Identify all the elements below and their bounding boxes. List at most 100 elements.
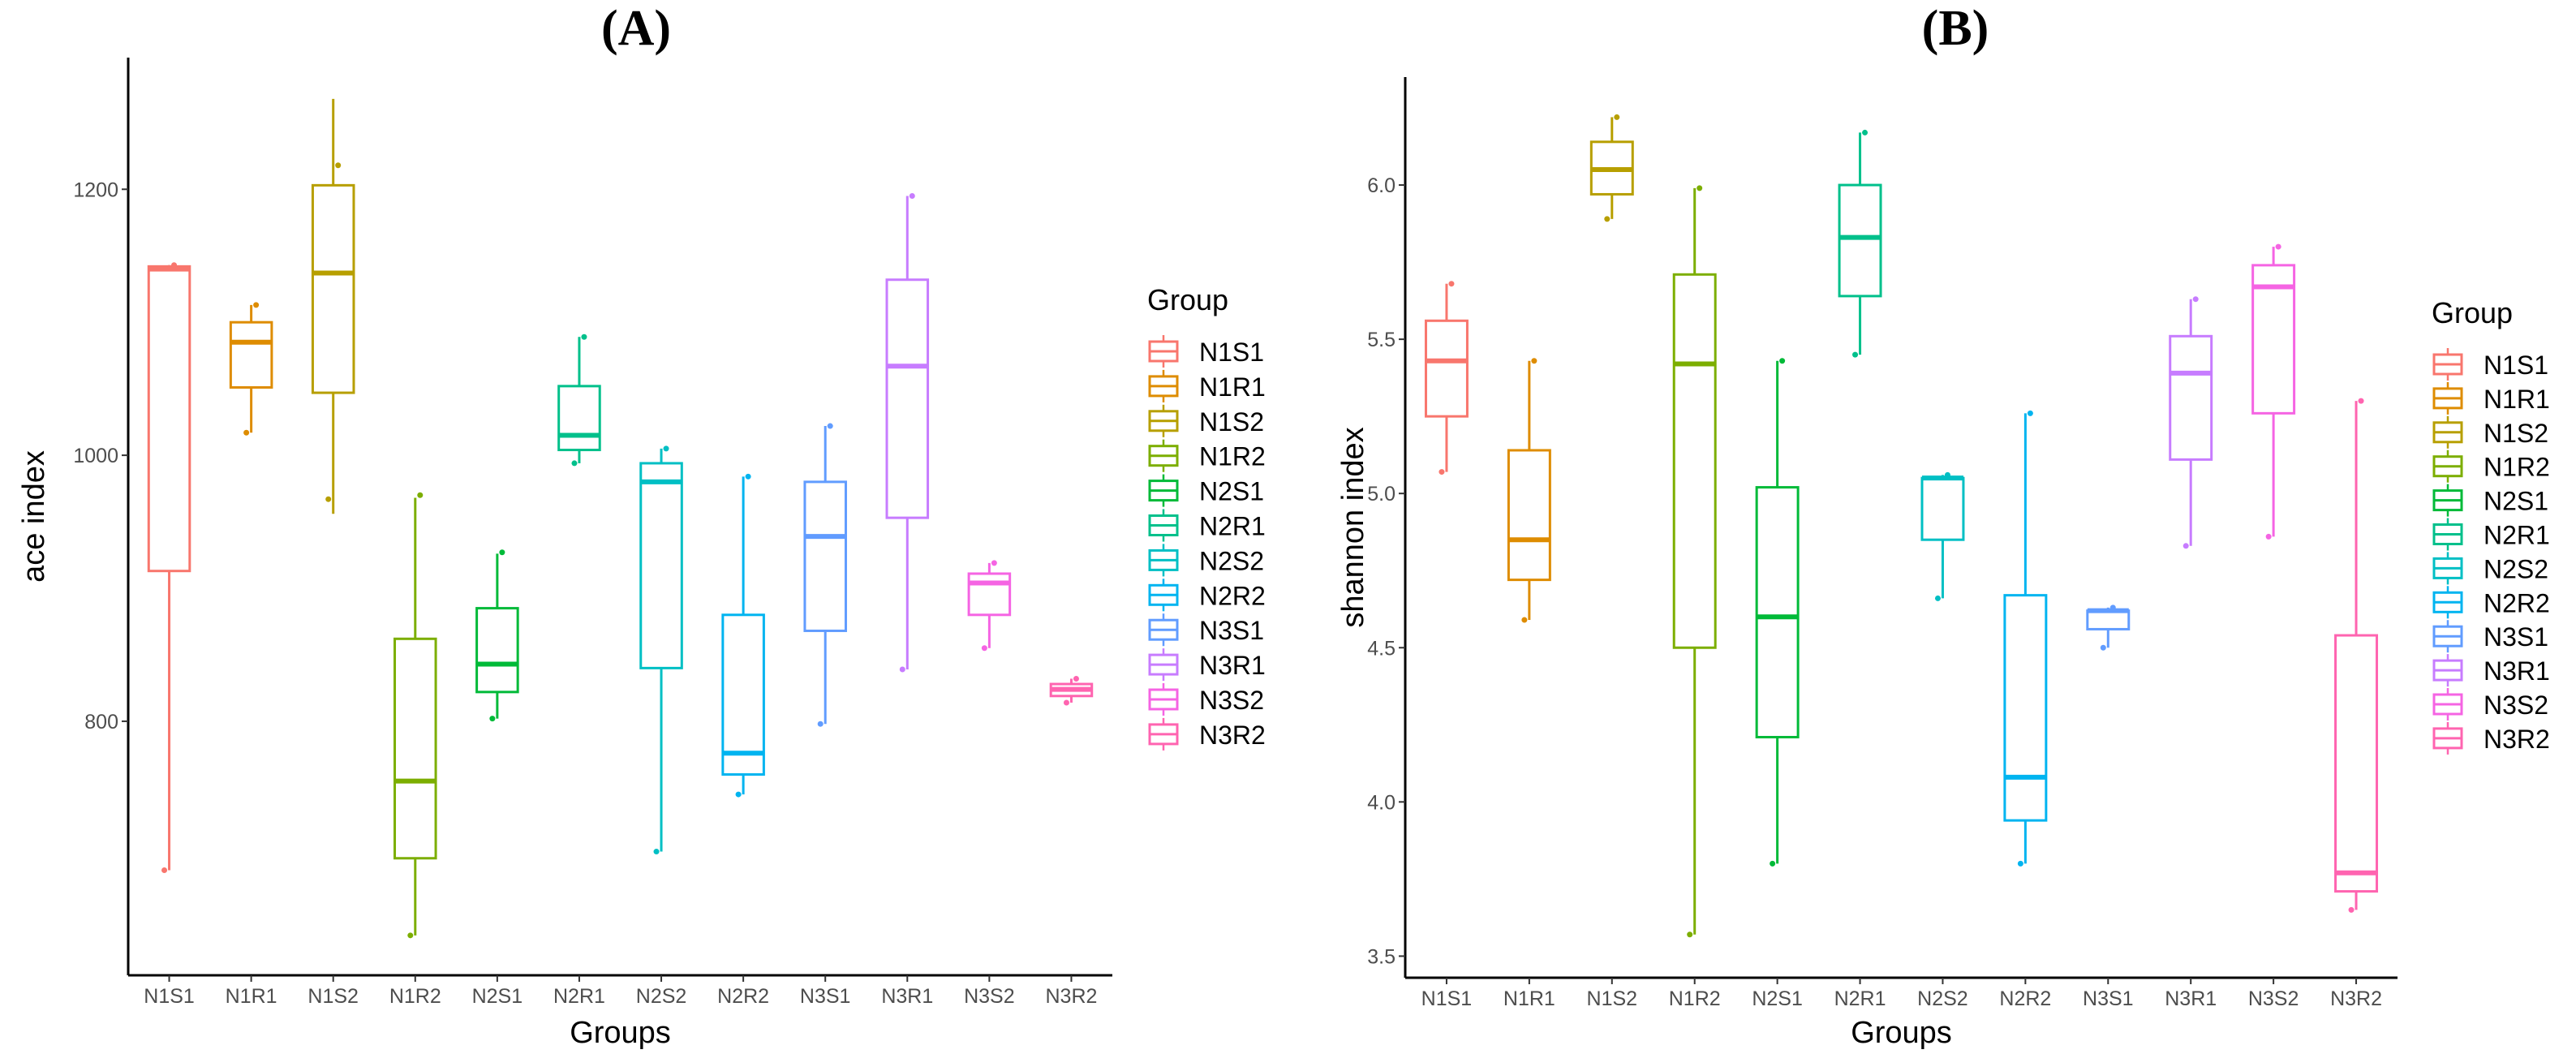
- legend-label: N2S2: [1199, 546, 1264, 575]
- box-n1r1: [1507, 358, 1551, 623]
- box-iqr: [1424, 319, 1469, 418]
- data-point: [161, 867, 168, 874]
- x-tick-label: N1R2: [389, 985, 441, 1008]
- x-tick-label: N3R2: [1045, 985, 1097, 1008]
- panel-b-shannon-boxplot: (B) 3.5 4.0 4.5 5.0 5.5 6.0 N1S1 N1R1 N1S2 N1R2 N2S…: [1336, 1, 2550, 1050]
- legend-title: Group: [2432, 296, 2513, 329]
- legend-item: N2R2: [1148, 579, 1266, 612]
- data-point: [2192, 296, 2199, 303]
- legend-label: N2S2: [2484, 554, 2548, 583]
- data-point: [1687, 931, 1693, 938]
- legend-item: N1R1: [1148, 369, 1266, 402]
- box-iqr: [1755, 486, 1800, 738]
- data-point: [2027, 410, 2033, 416]
- legend-label: N3R2: [2484, 725, 2550, 754]
- data-point: [1521, 617, 1528, 623]
- box-iqr: [721, 613, 765, 776]
- legend-label: N3R1: [2484, 656, 2550, 686]
- legend: Group N1S1 N1R1 N1S2 N1R2 N2S1 N2R1 N2S2 N2R2 N3S…: [2432, 296, 2550, 755]
- legend-label: N1S1: [1199, 338, 1264, 367]
- legend-item: N2S2: [2432, 552, 2548, 585]
- box-iqr: [475, 607, 519, 694]
- legend-item: N1S2: [1148, 404, 1264, 437]
- x-tick-label: N3S2: [964, 985, 1015, 1008]
- legend-item: N1S1: [2432, 348, 2548, 381]
- box-n1s1: [147, 262, 191, 874]
- box-iqr: [557, 385, 601, 452]
- data-point: [817, 721, 824, 727]
- box-n2r2: [721, 473, 765, 798]
- legend-label: N3S1: [2484, 622, 2548, 652]
- legend-label: N3S2: [2484, 690, 2548, 720]
- x-tick-label: N1R1: [226, 985, 277, 1008]
- y-axis-title: shannon index: [1336, 427, 1370, 627]
- data-point: [745, 473, 751, 480]
- legend-label: N2S1: [1199, 477, 1264, 506]
- legend-label: N1R1: [2484, 385, 2550, 414]
- data-point: [1439, 469, 1445, 475]
- data-point: [571, 460, 578, 467]
- data-point: [2017, 860, 2023, 867]
- box-n1r2: [393, 492, 437, 939]
- legend-label: N1S1: [2484, 351, 2548, 380]
- data-point: [1531, 358, 1537, 364]
- data-point: [407, 932, 414, 939]
- y-tick-label: 6.0: [1367, 174, 1396, 197]
- data-point: [1063, 699, 1069, 706]
- box-iqr: [2169, 334, 2213, 461]
- x-tick-label: N1R1: [1503, 987, 1555, 1010]
- y-axis-title: ace index: [17, 450, 51, 583]
- legend-label: N2R2: [1199, 581, 1266, 610]
- x-tick-label: N1S1: [1421, 987, 1473, 1010]
- box-n2s2: [639, 445, 683, 855]
- box-n3r1: [885, 192, 930, 673]
- x-tick-label: N3S1: [2083, 987, 2134, 1010]
- box-n3r2: [1049, 675, 1094, 706]
- box-iqr: [1672, 273, 1717, 649]
- x-tick-label: N2S2: [1917, 987, 1968, 1010]
- data-point: [1852, 351, 1859, 358]
- y-tick-label: 800: [84, 711, 118, 733]
- box-iqr: [229, 321, 273, 389]
- x-tick-label: N2S2: [636, 985, 687, 1008]
- x-tick-label: N3R1: [881, 985, 933, 1008]
- legend-item: N2R1: [2432, 518, 2550, 551]
- data-point: [253, 302, 260, 308]
- y-tick-label: 4.0: [1367, 791, 1396, 814]
- legend-item: N1R2: [1148, 439, 1266, 472]
- x-axis-title: Groups: [1851, 1016, 1952, 1050]
- box-iqr: [1838, 183, 1882, 298]
- data-point: [663, 445, 669, 452]
- x-tick-label: N1R2: [1669, 987, 1721, 1010]
- data-point: [243, 429, 250, 436]
- y-tick-label: 5.5: [1367, 329, 1396, 351]
- y-tick-label: 3.5: [1367, 945, 1396, 968]
- data-point: [581, 333, 587, 340]
- data-point: [2275, 243, 2281, 250]
- data-point: [1073, 675, 1079, 682]
- data-point: [2109, 604, 2116, 611]
- data-point: [909, 192, 915, 199]
- box-n2r1: [1838, 129, 1882, 358]
- box-n2s1: [475, 549, 519, 722]
- data-point: [499, 549, 505, 556]
- data-point: [489, 716, 496, 722]
- box-iqr: [639, 462, 683, 669]
- data-point: [2348, 906, 2355, 913]
- box-n2r2: [2003, 410, 2048, 867]
- data-point: [325, 496, 332, 502]
- box-iqr: [2086, 609, 2131, 630]
- box-n2r1: [557, 333, 601, 467]
- panel-title: (A): [601, 1, 671, 56]
- legend-label: N1S2: [2484, 419, 2548, 448]
- panel-title: (B): [1922, 1, 1989, 56]
- legend-title: Group: [1147, 283, 1228, 316]
- box-n3s1: [2086, 604, 2131, 651]
- legend-item: N3R2: [1148, 717, 1266, 751]
- y-tick-label: 5.0: [1367, 483, 1396, 505]
- legend-label: N3R2: [1199, 721, 1266, 750]
- x-tick-label: N3S1: [800, 985, 851, 1008]
- data-point: [1944, 471, 1950, 478]
- legend-label: N1R2: [2484, 453, 2550, 482]
